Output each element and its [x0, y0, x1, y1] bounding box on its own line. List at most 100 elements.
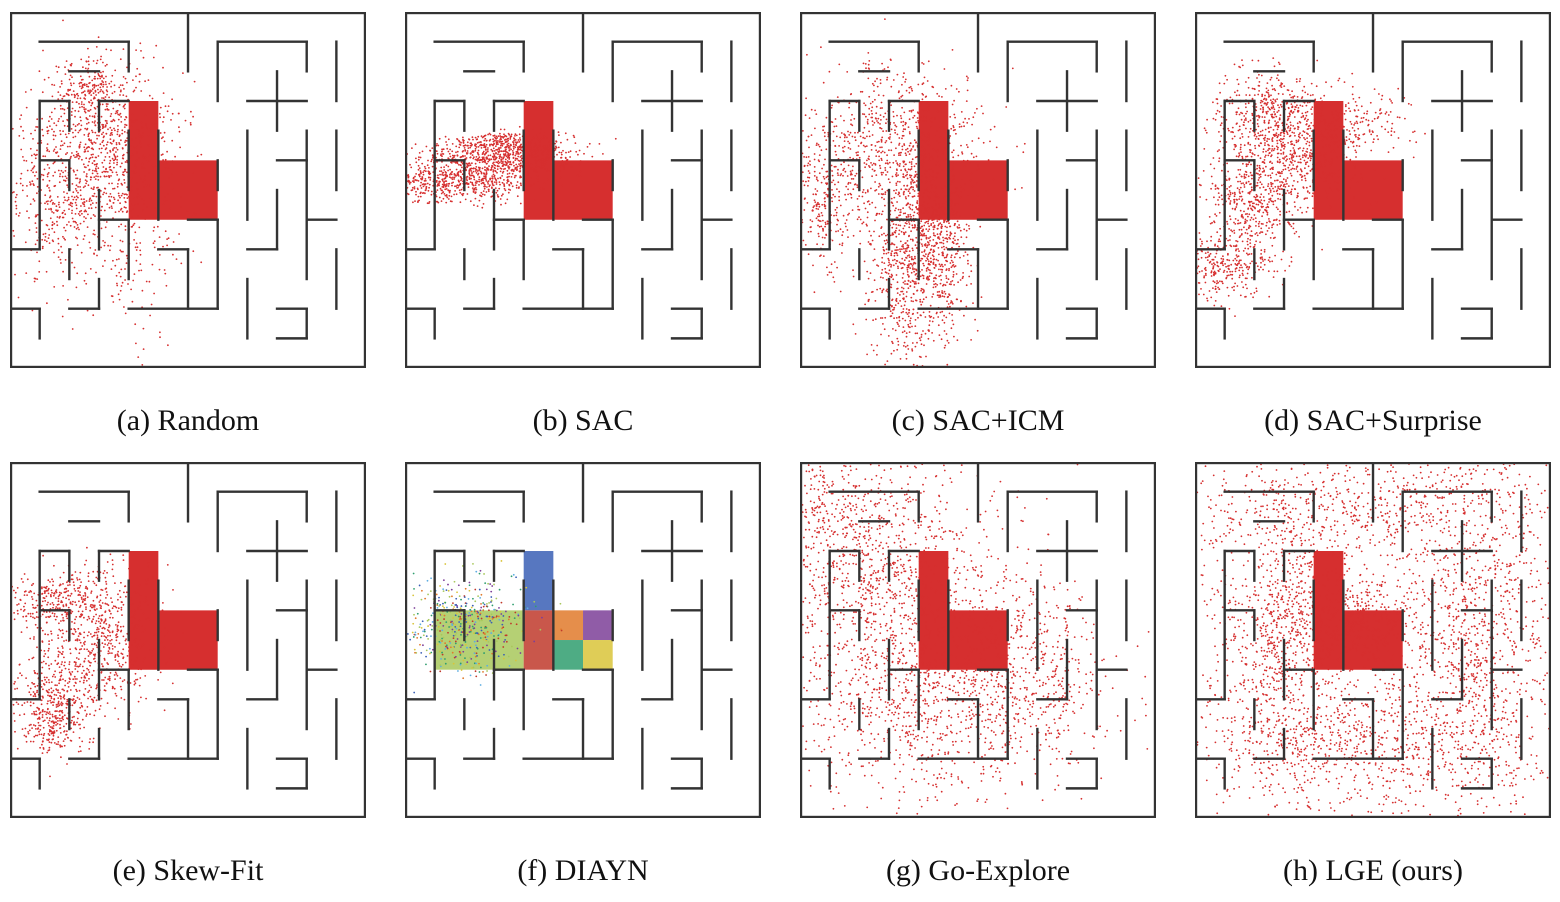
visit-point: [929, 160, 931, 162]
visit-point: [142, 136, 144, 138]
visit-point: [918, 282, 920, 284]
visit-point: [909, 223, 911, 225]
visit-point: [886, 77, 888, 79]
visit-point: [415, 173, 417, 175]
visit-point: [908, 190, 910, 192]
visit-point: [70, 82, 72, 84]
visit-point: [497, 153, 499, 155]
visit-point: [867, 121, 869, 123]
visit-point: [499, 162, 501, 164]
visit-point: [904, 81, 906, 83]
visit-point: [436, 181, 438, 183]
visit-point: [77, 153, 79, 155]
visit-point: [908, 216, 910, 218]
visit-point: [879, 288, 881, 290]
visit-point: [119, 202, 121, 204]
visit-point: [966, 76, 968, 78]
visit-point: [101, 171, 103, 173]
visit-point: [962, 276, 964, 278]
visit-point: [923, 120, 925, 122]
visit-point: [125, 78, 127, 80]
visit-point: [64, 66, 66, 68]
visit-point: [833, 180, 835, 182]
visit-point: [491, 181, 493, 183]
visit-point: [957, 195, 959, 197]
visit-point: [85, 217, 87, 219]
visit-point: [488, 190, 490, 192]
visit-point: [910, 142, 912, 144]
visit-point: [34, 200, 36, 202]
visit-point: [467, 141, 469, 143]
visit-point: [856, 184, 858, 186]
visit-point: [487, 149, 489, 151]
visit-point: [488, 189, 490, 191]
visit-point: [863, 113, 865, 115]
visit-point: [827, 175, 829, 177]
visit-point: [973, 216, 975, 218]
visit-point: [900, 241, 902, 243]
visit-point: [129, 200, 131, 202]
visit-point: [911, 263, 913, 265]
visit-point: [48, 151, 50, 153]
visit-point: [929, 119, 931, 121]
visit-point: [916, 128, 918, 130]
visit-point: [471, 145, 473, 147]
visit-point: [463, 142, 465, 144]
visit-point: [25, 91, 27, 93]
visit-point: [903, 282, 905, 284]
visit-point: [822, 220, 824, 222]
visit-point: [855, 139, 857, 141]
visit-point: [902, 149, 904, 151]
visit-point: [495, 187, 497, 189]
visit-point: [951, 201, 953, 203]
visit-point: [908, 245, 910, 247]
visit-point: [944, 249, 946, 251]
visit-point: [88, 101, 90, 103]
visit-point: [142, 209, 144, 211]
visit-point: [118, 258, 120, 260]
visit-point: [531, 163, 533, 165]
visit-point: [913, 271, 915, 273]
visit-point: [518, 139, 520, 141]
visit-point: [76, 184, 78, 186]
visit-point: [47, 176, 49, 178]
visit-point: [929, 275, 931, 277]
visit-point: [114, 84, 116, 86]
visit-point: [831, 197, 833, 199]
visit-point: [468, 147, 470, 149]
visit-point: [125, 229, 127, 231]
visit-point: [814, 166, 816, 168]
visit-point: [53, 212, 55, 214]
visit-point: [44, 194, 46, 196]
visit-point: [508, 176, 510, 178]
visit-point: [570, 150, 572, 152]
visit-point: [942, 237, 944, 239]
visit-point: [535, 166, 537, 168]
visit-point: [857, 132, 859, 134]
visit-point: [103, 135, 105, 137]
visit-point: [908, 126, 910, 128]
visit-point: [134, 273, 136, 275]
visit-point: [59, 206, 61, 208]
visit-point: [540, 166, 542, 168]
visit-point: [563, 161, 565, 163]
visit-point: [477, 152, 479, 154]
visit-point: [485, 151, 487, 153]
visit-point: [58, 155, 60, 157]
visit-point: [59, 181, 61, 183]
visit-point: [808, 180, 810, 182]
visit-point: [885, 235, 887, 237]
visit-point: [529, 150, 531, 152]
visit-point: [136, 260, 138, 262]
visit-point: [940, 136, 942, 138]
visit-point: [505, 159, 507, 161]
visit-point: [77, 95, 79, 97]
visit-point: [144, 80, 146, 82]
visit-point: [873, 350, 875, 352]
visit-point: [863, 151, 865, 153]
visit-point: [890, 104, 892, 106]
visit-point: [139, 42, 141, 44]
visit-point: [89, 115, 91, 117]
visit-point: [880, 114, 882, 116]
visit-point: [508, 161, 510, 163]
